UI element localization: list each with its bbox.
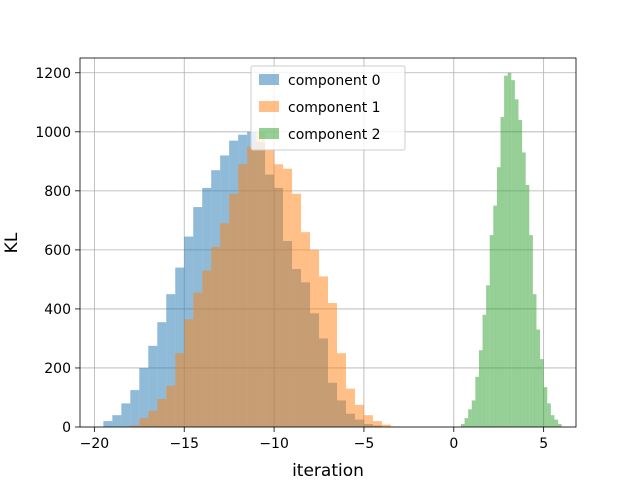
histogram-bar <box>328 303 337 427</box>
histogram-bar <box>550 415 555 427</box>
histogram-bar <box>522 152 526 428</box>
histogram-bar <box>554 419 559 427</box>
histogram-bar <box>460 424 465 427</box>
histogram-bar <box>504 75 508 427</box>
x-axis-label: iteration <box>292 461 364 480</box>
histogram-bar <box>265 149 275 427</box>
histogram-bar <box>511 80 515 427</box>
histogram-bar <box>496 167 501 427</box>
histogram-bar <box>493 205 497 427</box>
histogram-bar <box>166 385 176 427</box>
histogram-bar <box>464 418 469 427</box>
histogram-bar <box>372 421 382 427</box>
x-tick-label: −20 <box>80 436 110 452</box>
legend-label: component 2 <box>288 127 381 143</box>
histogram-bar <box>247 146 257 427</box>
y-axis-label: KL <box>2 232 22 253</box>
legend-label: component 1 <box>288 100 381 116</box>
histogram-bar <box>175 267 185 427</box>
histogram-bar <box>148 345 158 427</box>
histogram-bar <box>319 276 328 427</box>
histogram-bar <box>184 319 194 427</box>
histogram-bar <box>139 418 149 427</box>
histogram-bar <box>471 400 476 427</box>
histogram-bar <box>112 415 122 427</box>
histogram-bar <box>482 314 487 427</box>
y-tick-label: 1200 <box>35 66 71 82</box>
y-tick-label: 0 <box>62 420 71 436</box>
y-tick-label: 400 <box>44 302 71 318</box>
legend-swatch <box>259 101 279 112</box>
histogram-bar <box>558 424 562 427</box>
legend-label: component 0 <box>288 73 381 89</box>
histogram-bar <box>121 403 131 427</box>
histogram-bar <box>543 387 548 427</box>
histogram-bar <box>292 193 302 427</box>
histogram-bar <box>166 294 176 427</box>
legend-swatch <box>259 128 279 139</box>
plot-frame <box>79 57 577 428</box>
histogram-bar <box>103 421 113 427</box>
x-tick-label: −5 <box>354 436 375 452</box>
histogram-bar <box>310 249 320 427</box>
histogram-bar <box>139 367 149 427</box>
histogram-bar <box>336 353 346 427</box>
legend-box <box>250 65 406 151</box>
y-tick-label: 800 <box>44 184 71 200</box>
histogram-bar <box>478 350 483 427</box>
legend-swatch <box>259 74 279 85</box>
histogram-bar <box>193 292 203 427</box>
histogram-bar <box>130 425 140 427</box>
histogram-bar <box>345 388 355 427</box>
histogram-bar <box>525 184 530 427</box>
histogram-bar <box>157 322 167 427</box>
histogram-bar <box>354 404 364 427</box>
histogram-bar <box>175 353 185 427</box>
histogram-bar <box>283 168 293 427</box>
histogram-bar <box>229 193 239 427</box>
legend: component 0 component 1 component 2 <box>250 65 406 151</box>
histogram-bar <box>536 329 541 427</box>
histogram-bar <box>507 72 512 427</box>
histogram-bar <box>518 119 523 427</box>
histogram-bar <box>220 223 230 427</box>
x-tick-label: −10 <box>259 436 289 452</box>
x-tick-label: 5 <box>539 436 548 452</box>
histogram-bar <box>532 294 537 427</box>
histogram-bar <box>256 131 266 428</box>
series-1-bars <box>130 131 400 428</box>
x-tick-label: 0 <box>449 436 458 452</box>
histogram-bar <box>130 390 140 427</box>
histogram-bar <box>489 235 494 427</box>
histogram-bar <box>500 117 505 427</box>
histogram-bar <box>486 285 490 427</box>
histogram-bar <box>301 232 311 427</box>
histogram-bar <box>514 99 519 427</box>
histogram-bar <box>211 246 221 427</box>
histogram-bar <box>540 359 544 427</box>
x-axis-ticks: −20 −15 −10 −5 0 5 <box>80 427 548 452</box>
histogram-bar <box>381 424 391 427</box>
x-tick-label: −15 <box>169 436 199 452</box>
histogram-bar <box>157 398 167 427</box>
histogram-bars <box>103 72 562 428</box>
y-tick-label: 200 <box>44 361 71 377</box>
histogram-bar <box>529 235 533 427</box>
histogram-bar <box>468 409 472 427</box>
histogram-bar <box>475 376 479 427</box>
histogram-bar <box>363 415 373 427</box>
y-tick-label: 1000 <box>35 125 71 141</box>
axes <box>79 57 577 428</box>
histogram-bar <box>202 270 212 427</box>
y-axis-ticks: 0 200 400 600 800 1000 1200 <box>35 66 80 436</box>
histogram-bar <box>238 164 248 427</box>
series-2-bars <box>460 72 562 428</box>
histogram-bar <box>274 164 284 427</box>
histogram-bar <box>148 410 158 427</box>
y-tick-label: 600 <box>44 243 71 259</box>
histogram-bar <box>547 403 551 427</box>
